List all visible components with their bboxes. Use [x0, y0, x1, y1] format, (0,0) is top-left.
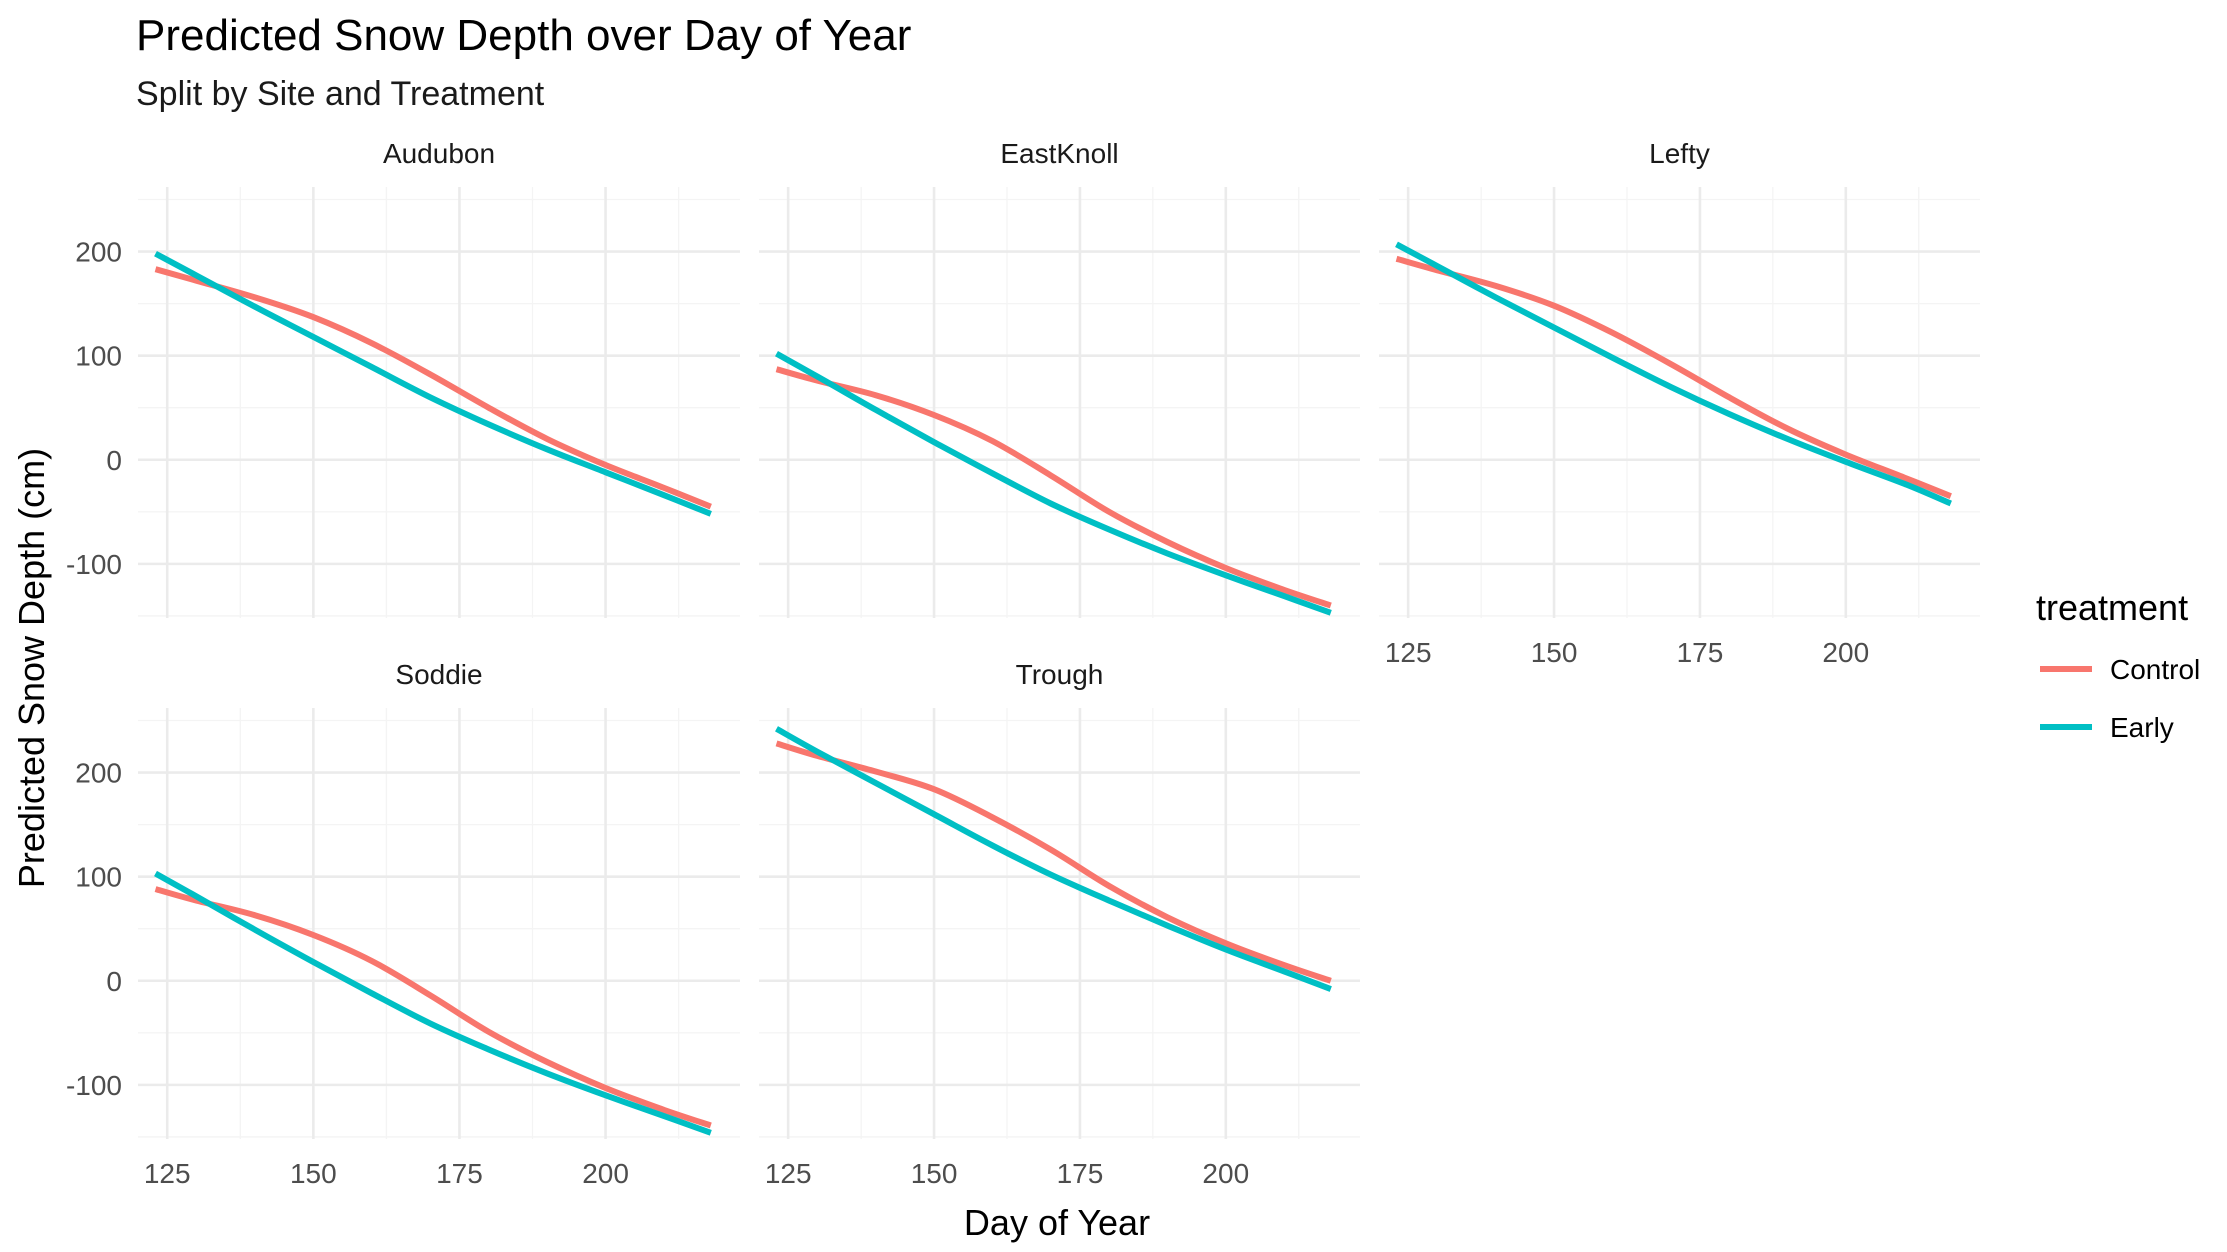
chart-subtitle: Split by Site and Treatment [136, 75, 545, 113]
facet-panels: Audubon -100 0 100 200 EastKnoll Lefty 125 150 17… [66, 138, 1980, 1189]
facet-panel-eastknoll: EastKnoll [759, 138, 1360, 618]
x-tick-label: 175 [1677, 637, 1724, 668]
x-tick-label: 125 [144, 1158, 191, 1189]
x-axis-title: Day of Year [964, 1202, 1150, 1243]
chart-title: Predicted Snow Depth over Day of Year [136, 11, 911, 60]
x-tick-label: 175 [1057, 1158, 1104, 1189]
facet-panel-lefty: Lefty 125 150 175 200 [1379, 138, 1980, 668]
legend: treatment Control Early [2036, 587, 2200, 743]
facet-strip-label: Soddie [395, 659, 482, 690]
series-line-control [775, 740, 1332, 984]
x-tick-label: 150 [911, 1158, 958, 1189]
y-tick-label: 100 [75, 862, 122, 893]
y-tick-label: 0 [106, 445, 122, 476]
x-tick-label: 200 [1202, 1158, 1249, 1189]
x-tick-label: 150 [290, 1158, 337, 1189]
series-line-early [775, 726, 1332, 992]
legend-label-early: Early [2110, 712, 2174, 743]
legend-title: treatment [2036, 587, 2188, 628]
series-line-control [775, 366, 1332, 609]
y-tick-label: 0 [106, 966, 122, 997]
facet-strip-label: Audubon [383, 138, 495, 169]
legend-label-control: Control [2110, 654, 2200, 685]
x-tick-label: 175 [436, 1158, 483, 1189]
facet-panel-trough: Trough 125 150 175 200 [759, 659, 1360, 1189]
facet-panel-soddie: Soddie -100 0 100 200 125 150 175 200 [66, 659, 740, 1189]
facet-strip-label: Lefty [1649, 138, 1710, 169]
y-axis-title: Predicted Snow Depth (cm) [11, 448, 52, 888]
series-line-control [154, 266, 712, 510]
y-tick-label: 200 [75, 237, 122, 268]
y-tick-label: 200 [75, 758, 122, 789]
x-tick-label: 200 [582, 1158, 629, 1189]
series-line-early [775, 350, 1332, 616]
series-line-control [1395, 255, 1952, 499]
x-tick-label: 150 [1531, 637, 1578, 668]
y-tick-label: 100 [75, 341, 122, 372]
series-line-early [154, 250, 712, 517]
x-tick-label: 200 [1822, 637, 1869, 668]
x-tick-label: 125 [1385, 637, 1432, 668]
y-tick-label: -100 [66, 549, 122, 580]
series-line-control [154, 886, 712, 1129]
x-tick-label: 125 [765, 1158, 812, 1189]
y-tick-label: -100 [66, 1070, 122, 1101]
series-line-early [1395, 241, 1952, 507]
facet-strip-label: EastKnoll [1000, 138, 1118, 169]
series-line-early [154, 870, 712, 1136]
facet-strip-label: Trough [1016, 659, 1104, 690]
facet-panel-audubon: Audubon -100 0 100 200 [66, 138, 740, 618]
